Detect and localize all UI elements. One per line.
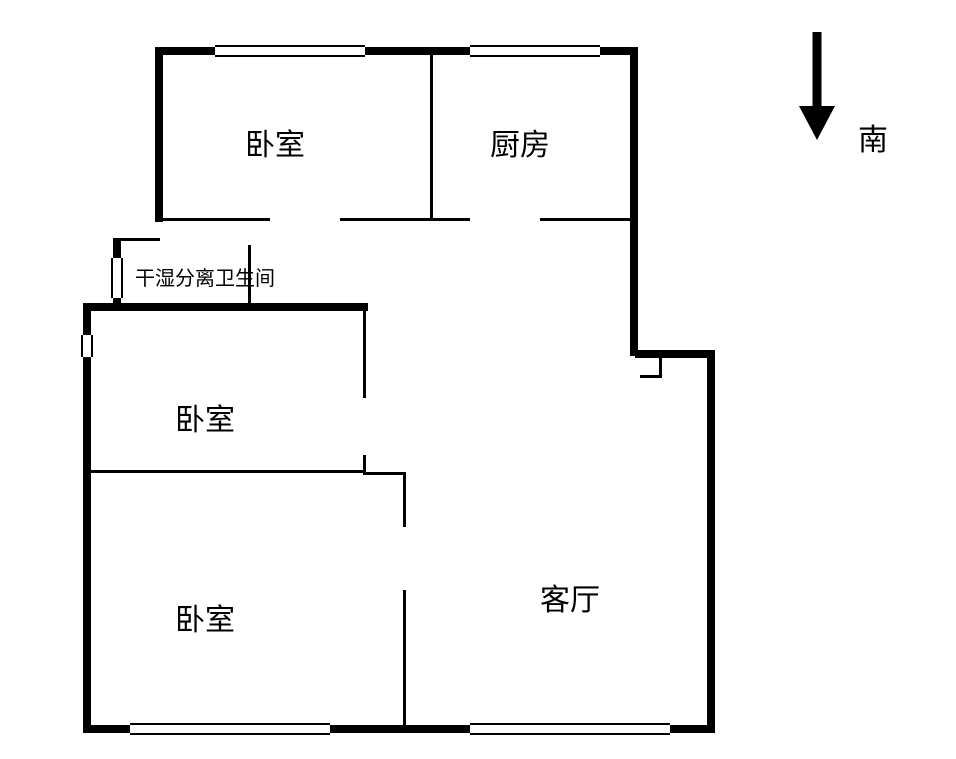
wall-main-right bbox=[707, 350, 715, 733]
compass-arrow-icon bbox=[795, 28, 840, 143]
wall-upper-left bbox=[155, 47, 163, 222]
label-compass: 南 bbox=[858, 115, 888, 159]
floor-plan-canvas: 卧室 厨房 干湿分离卫生间 卧室 卧室 客厅 南 bbox=[0, 0, 956, 759]
wall-living-divider-bottom bbox=[403, 590, 406, 728]
wall-bedroom-mid-bottom bbox=[88, 470, 366, 473]
wall-main-left bbox=[83, 303, 91, 733]
window-living-bottom bbox=[470, 723, 670, 735]
window-kitchen-top bbox=[470, 45, 600, 57]
label-bathroom: 干湿分离卫生间 bbox=[135, 262, 275, 291]
label-kitchen: 厨房 bbox=[490, 120, 550, 164]
window-bathroom-side bbox=[111, 258, 123, 298]
wall-upper-right bbox=[630, 47, 638, 222]
wall-bedroom-kitchen-divider bbox=[430, 52, 433, 220]
wall-divider-jog bbox=[363, 472, 405, 475]
wall-living-top-right-h bbox=[635, 350, 715, 358]
wall-living-divider-top bbox=[403, 472, 406, 527]
label-bedroom-top: 卧室 bbox=[245, 120, 305, 164]
wall-bedroom-top-bottom-right bbox=[340, 218, 433, 221]
wall-bathroom-top bbox=[118, 238, 160, 241]
window-bedroom-mid-side bbox=[81, 335, 93, 357]
wall-bedroom-top-bottom-left bbox=[160, 218, 270, 221]
window-bedroom-top bbox=[215, 45, 365, 57]
wall-mid-divider-top bbox=[363, 308, 366, 398]
window-bedroom-bottom bbox=[130, 723, 330, 735]
notch-mark-v bbox=[659, 356, 662, 378]
label-living-room: 客厅 bbox=[540, 575, 600, 619]
label-bedroom-mid: 卧室 bbox=[175, 395, 235, 439]
wall-kitchen-bottom-right bbox=[540, 218, 635, 221]
wall-main-topleft bbox=[83, 303, 368, 311]
wall-kitchen-bottom-left bbox=[430, 218, 470, 221]
wall-living-top-right-v bbox=[630, 218, 638, 356]
label-bedroom-bottom: 卧室 bbox=[175, 595, 235, 639]
